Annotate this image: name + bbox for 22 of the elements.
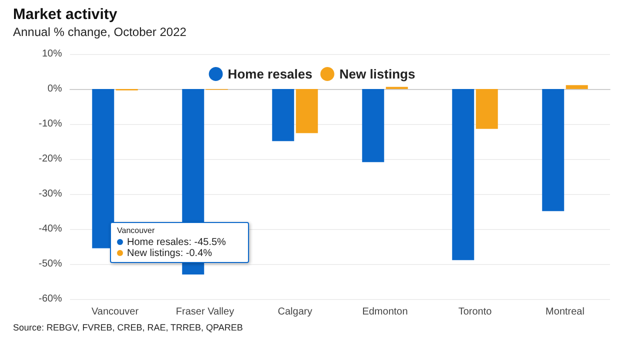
annotation: Vancouver: [117, 226, 156, 235]
y-tick-label: -10%: [38, 118, 62, 130]
x-tick-label: Edmonton: [362, 306, 408, 318]
y-tick-label: -20%: [38, 154, 62, 164]
chart-title: Market activity: [13, 6, 118, 23]
y-tick-label: 10%: [42, 48, 62, 60]
x-tick-label: Calgary: [278, 306, 312, 318]
legend-label: Home resales: [228, 66, 312, 82]
x-tick-label: Vancouver: [91, 306, 140, 318]
x-tick-label: Fraser Valley: [176, 306, 234, 318]
source-note: Source: REBGV, FVREB, CREB, RAE, TRREB, QPAREB: [13, 322, 243, 332]
x-tick-label: Toronto: [458, 306, 492, 318]
annotation: New listings: -0.4%: [126, 248, 214, 259]
y-tick-label: -60%: [38, 294, 62, 304]
x-tick-label: Montreal: [546, 306, 584, 318]
y-tick-label: -50%: [38, 258, 62, 270]
y-tick-label: 0%: [48, 84, 62, 94]
y-tick-label: -40%: [38, 224, 62, 234]
chart-subtitle: Annual % change, October 2022: [13, 25, 187, 39]
y-tick-label: -30%: [38, 188, 62, 200]
annotation: Home resales: -45.5%: [126, 237, 227, 248]
legend-label: New listings: [339, 66, 416, 82]
